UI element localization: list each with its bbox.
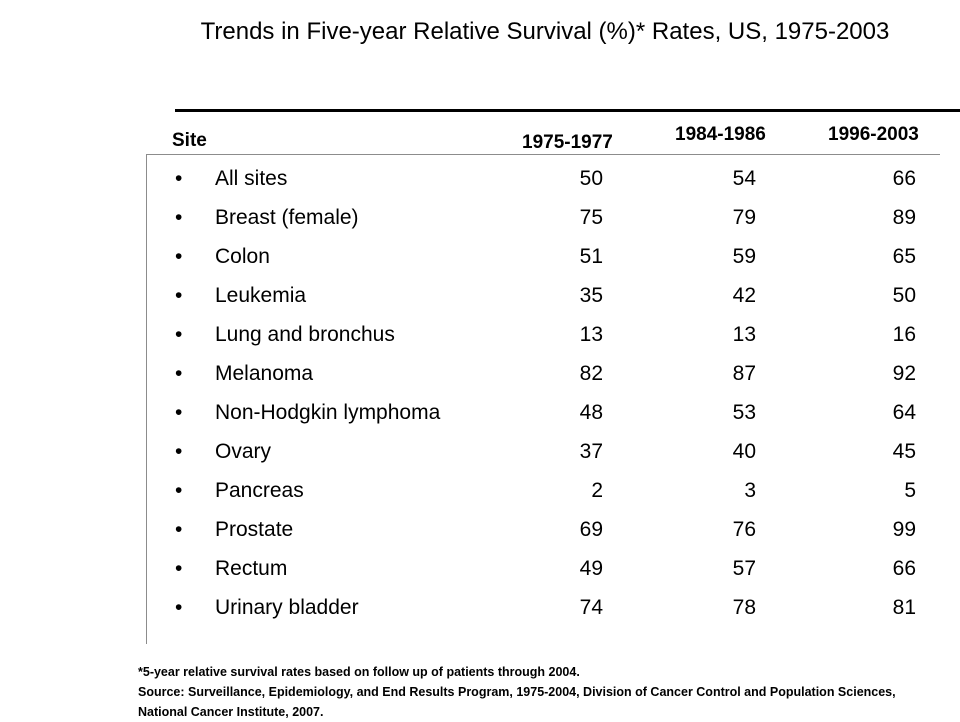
value-1975-1977: 51: [579, 245, 603, 268]
value-1975-1977: 35: [579, 284, 603, 307]
site-name: Lung and bronchus: [215, 323, 395, 346]
bullet-icon: •: [175, 557, 183, 580]
value-1996-2003: 81: [892, 596, 916, 619]
value-1984-1986: 57: [732, 557, 756, 580]
table-row: • Prostate 69 76 99: [0, 516, 960, 544]
value-1984-1986: 87: [732, 362, 756, 385]
value-1996-2003: 66: [892, 167, 916, 190]
value-1996-2003: 99: [892, 518, 916, 541]
column-header-1975-1977: 1975-1977: [522, 132, 613, 153]
page-title: Trends in Five-year Relative Survival (%…: [200, 18, 890, 45]
value-1975-1977: 37: [579, 440, 603, 463]
table-row: • Rectum 49 57 66: [0, 555, 960, 583]
value-1975-1977: 13: [579, 323, 603, 346]
value-1975-1977: 2: [591, 479, 603, 502]
value-1975-1977: 82: [579, 362, 603, 385]
bullet-icon: •: [175, 245, 183, 268]
value-1984-1986: 76: [732, 518, 756, 541]
value-1984-1986: 42: [732, 284, 756, 307]
value-1984-1986: 13: [732, 323, 756, 346]
value-1984-1986: 3: [744, 479, 756, 502]
value-1975-1977: 74: [579, 596, 603, 619]
value-1975-1977: 75: [579, 206, 603, 229]
value-1996-2003: 65: [892, 245, 916, 268]
column-header-site: Site: [172, 130, 207, 151]
site-name: Breast (female): [215, 206, 359, 229]
bullet-icon: •: [175, 362, 183, 385]
value-1984-1986: 40: [732, 440, 756, 463]
value-1984-1986: 79: [732, 206, 756, 229]
site-name: Ovary: [215, 440, 272, 463]
site-name: Rectum: [215, 557, 288, 580]
site-name: Colon: [215, 245, 270, 268]
site-name: Pancreas: [215, 479, 304, 502]
value-1996-2003: 50: [892, 284, 916, 307]
value-1996-2003: 16: [892, 323, 916, 346]
column-header-1984-1986: 1984-1986: [675, 124, 766, 145]
bullet-icon: •: [175, 479, 183, 502]
column-header-1996-2003: 1996-2003: [828, 124, 919, 145]
bullet-icon: •: [175, 596, 183, 619]
value-1984-1986: 54: [732, 167, 756, 190]
value-1984-1986: 78: [732, 596, 756, 619]
site-name: Non-Hodgkin lymphoma: [215, 401, 441, 424]
table-row: • Lung and bronchus 13 13 16: [0, 321, 960, 349]
table-frame: [146, 154, 940, 644]
value-1975-1977: 49: [579, 557, 603, 580]
site-name: Urinary bladder: [215, 596, 359, 619]
site-name: Melanoma: [215, 362, 314, 385]
bullet-icon: •: [175, 167, 183, 190]
site-name: All sites: [215, 167, 288, 190]
footnote: *5-year relative survival rates based on…: [138, 665, 580, 679]
table-row: • Non-Hodgkin lymphoma 48 53 64: [0, 399, 960, 427]
value-1984-1986: 59: [732, 245, 756, 268]
table-row: • Leukemia 35 42 50: [0, 282, 960, 310]
table-row: • All sites 50 54 66: [0, 165, 960, 193]
source-note: Source: Surveillance, Epidemiology, and …: [138, 685, 896, 719]
value-1975-1977: 50: [579, 167, 603, 190]
site-name: Prostate: [215, 518, 294, 541]
value-1975-1977: 69: [579, 518, 603, 541]
table-row: • Colon 51 59 65: [0, 243, 960, 271]
value-1996-2003: 92: [892, 362, 916, 385]
value-1996-2003: 64: [892, 401, 916, 424]
bullet-icon: •: [175, 401, 183, 424]
value-1996-2003: 89: [892, 206, 916, 229]
bullet-icon: •: [175, 284, 183, 307]
bullet-icon: •: [175, 518, 183, 541]
bullet-icon: •: [175, 206, 183, 229]
bullet-icon: •: [175, 440, 183, 463]
value-1996-2003: 66: [892, 557, 916, 580]
value-1975-1977: 48: [579, 401, 603, 424]
value-1996-2003: 45: [892, 440, 916, 463]
title-divider: [175, 109, 960, 112]
value-1984-1986: 53: [732, 401, 756, 424]
table-row: • Melanoma 82 87 92: [0, 360, 960, 388]
table-row: • Pancreas 2 3 5: [0, 477, 960, 505]
table-row: • Ovary 37 40 45: [0, 438, 960, 466]
value-1996-2003: 5: [904, 479, 916, 502]
table-row: • Breast (female) 75 79 89: [0, 204, 960, 232]
bullet-icon: •: [175, 323, 183, 346]
site-name: Leukemia: [215, 284, 307, 307]
table-row: • Urinary bladder 74 78 81: [0, 594, 960, 622]
